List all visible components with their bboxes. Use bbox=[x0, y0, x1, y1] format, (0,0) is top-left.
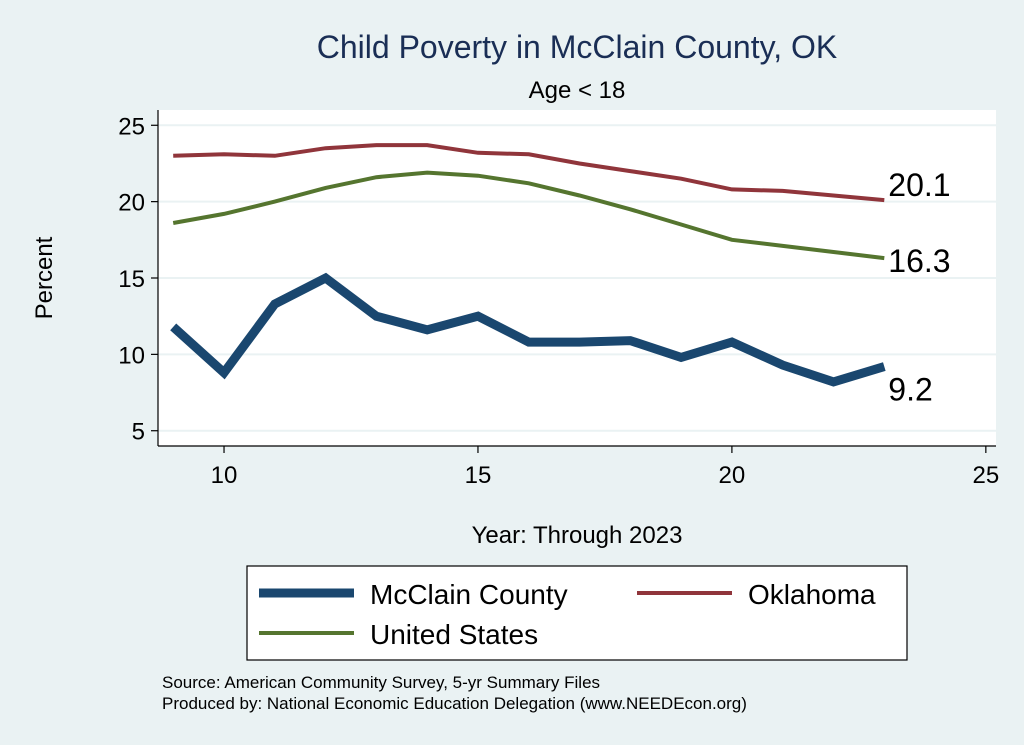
legend-items: McClain County Oklahoma United States bbox=[259, 579, 876, 650]
gridlines bbox=[158, 124, 996, 432]
end-label-oklahoma: 20.1 bbox=[888, 167, 950, 203]
legend-label: McClain County bbox=[370, 579, 568, 610]
x-tick-label: 10 bbox=[211, 462, 238, 489]
series-line-mcclain-county bbox=[170, 272, 886, 387]
y-tick-label: 15 bbox=[118, 266, 145, 293]
end-label-mcclain-county: 9.2 bbox=[888, 372, 932, 408]
x-tick-label: 25 bbox=[972, 462, 999, 489]
end-labels: 9.2 20.1 16.3 bbox=[888, 167, 950, 407]
chart-title: Child Poverty in McClain County, OK bbox=[317, 29, 837, 65]
series-line-oklahoma bbox=[173, 143, 885, 203]
source-note: Source: American Community Survey, 5-yr … bbox=[162, 673, 600, 692]
y-tick-label: 25 bbox=[118, 113, 145, 140]
x-ticks: 10 15 20 25 bbox=[211, 446, 999, 489]
end-label-united-states: 16.3 bbox=[888, 243, 950, 279]
x-tick-label: 20 bbox=[719, 462, 746, 489]
y-tick-label: 20 bbox=[118, 190, 145, 217]
x-axis-label: Year: Through 2023 bbox=[472, 522, 683, 549]
y-axis-label: Percent bbox=[31, 236, 58, 319]
legend-label: Oklahoma bbox=[748, 579, 876, 610]
producer-note: Produced by: National Economic Education… bbox=[162, 694, 747, 713]
y-tick-label: 5 bbox=[132, 419, 145, 446]
series-lines bbox=[170, 143, 886, 387]
legend bbox=[246, 565, 908, 661]
y-tick-label: 10 bbox=[118, 342, 145, 369]
y-ticks: 5 10 15 20 25 bbox=[118, 113, 158, 446]
series-line-united-states bbox=[172, 170, 885, 261]
legend-label: United States bbox=[370, 619, 538, 650]
chart-subtitle: Age < 18 bbox=[529, 77, 626, 104]
x-tick-label: 15 bbox=[465, 462, 492, 489]
